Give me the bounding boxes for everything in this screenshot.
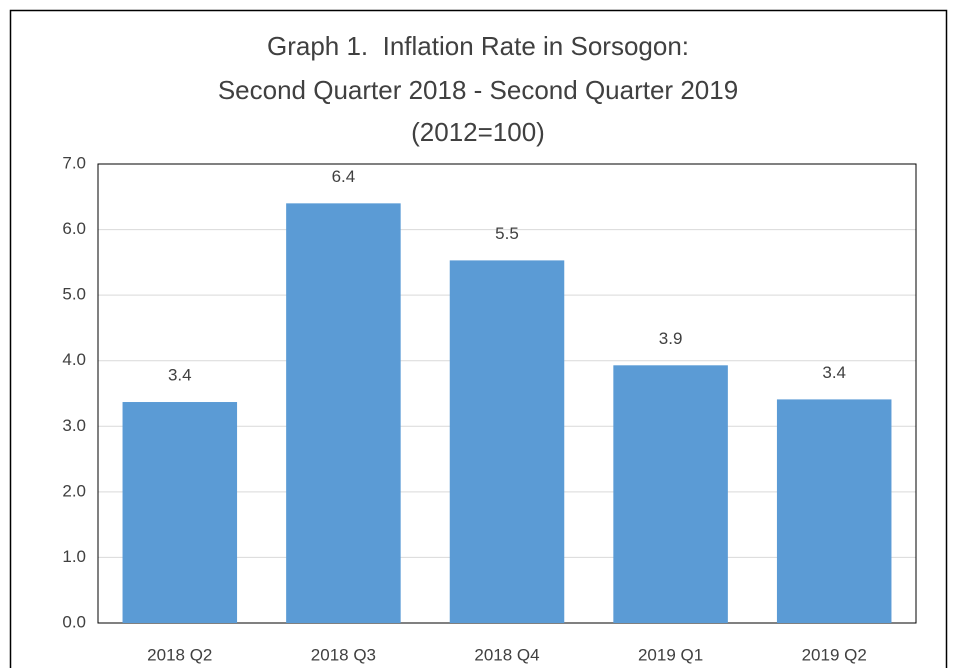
y-tick-label: 1.0 (62, 547, 86, 566)
bar (286, 203, 401, 624)
data-label: 3.9 (659, 329, 683, 348)
x-tick-label: 2019 Q1 (638, 645, 703, 664)
chart-title: (2012=100) (411, 117, 545, 147)
bar (449, 260, 565, 623)
data-label: 3.4 (168, 366, 192, 385)
y-tick-label: 3.0 (62, 416, 86, 435)
x-tick-label: 2018 Q3 (311, 645, 376, 664)
data-label: 5.5 (495, 224, 519, 243)
y-tick-label: 7.0 (62, 153, 86, 172)
y-tick-label: 2.0 (62, 481, 86, 500)
chart-border (9, 9, 948, 668)
bar (776, 399, 892, 623)
bar (613, 365, 728, 623)
y-tick-label: 4.0 (62, 350, 86, 369)
y-tick-label: 6.0 (62, 219, 86, 238)
data-label: 3.4 (822, 363, 846, 382)
x-tick-label: 2019 Q2 (802, 645, 867, 664)
chart-title: Second Quarter 2018 - Second Quarter 201… (218, 75, 738, 105)
x-tick-label: 2018 Q4 (474, 645, 539, 664)
data-label: 6.4 (332, 167, 356, 186)
y-tick-label: 0.0 (62, 612, 86, 631)
y-tick-label: 5.0 (62, 285, 86, 304)
bar (122, 402, 238, 623)
x-tick-label: 2018 Q2 (147, 645, 212, 664)
chart-title: Graph 1. Inflation Rate in Sorsogon: (267, 31, 689, 61)
